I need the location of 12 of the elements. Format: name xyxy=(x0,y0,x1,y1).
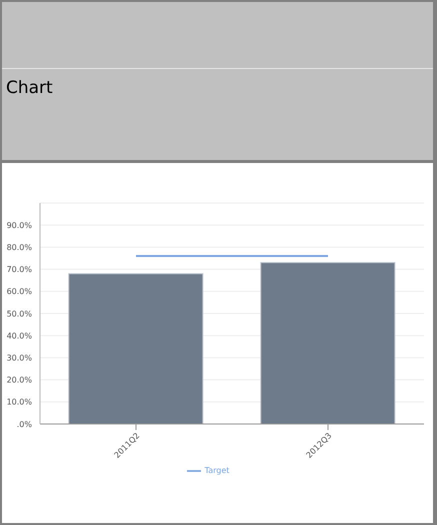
y-tick-label: 10.0% xyxy=(6,398,32,407)
y-tick-label: .0% xyxy=(16,420,32,429)
chart-title: Chart xyxy=(6,78,53,98)
y-tick-label: 90.0% xyxy=(6,220,32,230)
y-tick-label: 70.0% xyxy=(6,265,32,274)
y-tick-label: 50.0% xyxy=(6,309,32,318)
y-tick-label: 20.0% xyxy=(6,376,32,385)
y-tick-label: 30.0% xyxy=(6,354,32,363)
y-tick-label: 80.0% xyxy=(6,243,32,252)
legend-label: Target xyxy=(204,466,230,476)
y-tick-label: 40.0% xyxy=(6,331,32,340)
y-tick-label: 60.0% xyxy=(6,287,32,296)
